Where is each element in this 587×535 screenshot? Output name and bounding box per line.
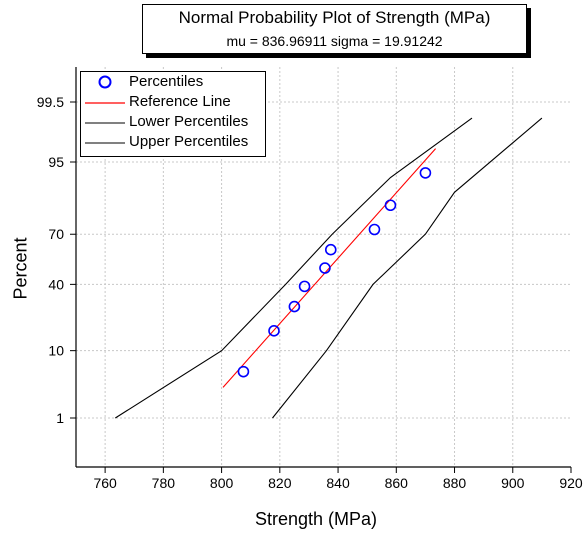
- y-tick-label: 95: [48, 154, 64, 170]
- percentile-point: [324, 243, 337, 256]
- x-tick-label: 860: [385, 475, 409, 491]
- x-tick-label: 780: [152, 475, 176, 491]
- x-tick-label: 800: [210, 475, 234, 491]
- x-tick-label: 880: [443, 475, 467, 491]
- y-axis-ticks: 1 10 40 70 95 99.5: [37, 94, 76, 426]
- series-line-upper-percentiles: [272, 117, 543, 419]
- chart-title: Normal Probability Plot of Strength (MPa…: [178, 8, 491, 27]
- y-tick-label: 10: [48, 343, 64, 359]
- axes: [75, 67, 571, 468]
- series-line-lower-percentiles: [115, 117, 473, 419]
- percentile-point: [268, 325, 280, 337]
- y-tick-label: 70: [48, 226, 64, 242]
- x-tick-label: 760: [93, 475, 117, 491]
- x-tick-label: 920: [559, 475, 583, 491]
- red-line-icon: [85, 102, 125, 104]
- legend-item-reference-line: Reference Line: [81, 92, 265, 112]
- percentile-point: [288, 300, 301, 313]
- percentile-point: [298, 280, 311, 293]
- chart-subtitle: mu = 836.96911 sigma = 19.91242: [226, 33, 443, 49]
- black-line-icon: [85, 142, 125, 144]
- y-tick-label: 1: [56, 410, 64, 426]
- series-points: [237, 167, 432, 378]
- title-box: Normal Probability Plot of Strength (MPa…: [142, 4, 527, 54]
- x-tick-label: 820: [268, 475, 292, 491]
- series-lines: [115, 117, 543, 419]
- y-tick-label: 40: [48, 276, 64, 292]
- percentile-point: [368, 223, 381, 236]
- x-tick-label: 900: [501, 475, 525, 491]
- percentile-point: [237, 365, 250, 378]
- legend-item-upper-percentiles: Upper Percentiles: [81, 132, 265, 152]
- percentile-point: [419, 167, 432, 179]
- legend-label: Upper Percentiles: [129, 133, 249, 150]
- grid-lines: [76, 67, 571, 467]
- circle-marker-icon: [98, 75, 112, 89]
- legend-label: Reference Line: [129, 93, 231, 110]
- percentile-point: [384, 199, 397, 212]
- y-tick-label: 99.5: [37, 94, 64, 110]
- legend: Percentiles Reference Line Lower Percent…: [80, 71, 266, 157]
- percentile-point: [319, 262, 331, 274]
- legend-label: Lower Percentiles: [129, 113, 249, 130]
- x-tick-label: 840: [326, 475, 350, 491]
- x-axis-label: Strength (MPa): [255, 509, 378, 529]
- black-line-icon: [85, 122, 125, 124]
- legend-label: Percentiles: [129, 73, 204, 90]
- legend-item-lower-percentiles: Lower Percentiles: [81, 112, 265, 132]
- x-axis-ticks: 760 780 800 820 840 860 880 900 920: [93, 467, 583, 491]
- legend-item-percentiles: Percentiles: [81, 72, 265, 92]
- y-axis-label: Percent: [10, 237, 31, 300]
